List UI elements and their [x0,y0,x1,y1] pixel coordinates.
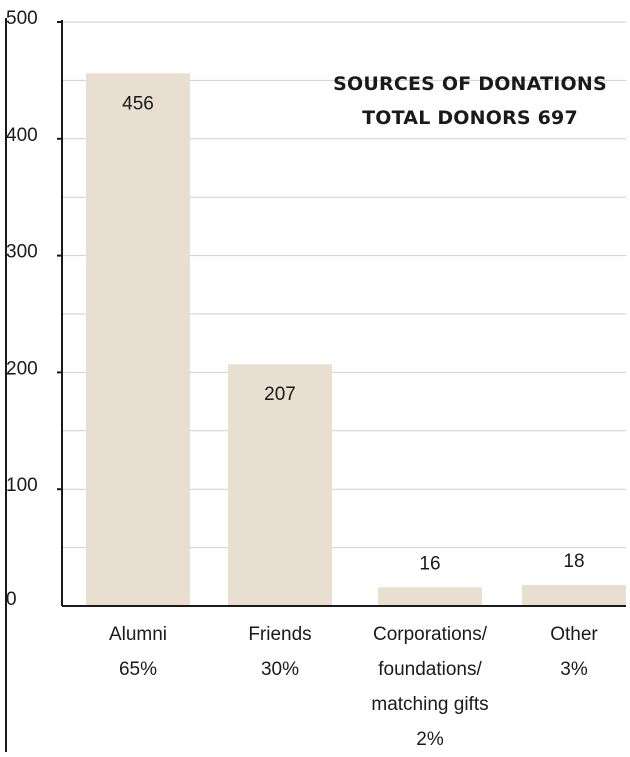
x-category-label: foundations/ [378,659,482,680]
x-category-label: matching gifts [371,694,488,715]
left-border-rule [5,18,7,752]
bar [522,584,626,606]
data-label: 16 [419,553,440,574]
x-category-label: 30% [261,659,299,680]
y-tick-label: 300 [6,242,38,263]
axes: 0 100 200 300 400 500 Alumni 65% Friends 30% Corpo… [6,8,626,750]
y-tick-label: 400 [6,125,38,146]
chart-subtitle: TOTAL DONORS 697 [362,107,578,129]
data-label: 207 [264,384,296,405]
data-label: 18 [563,551,584,572]
y-tick-label: 500 [6,8,38,29]
data-label: 456 [122,93,154,114]
x-category-label: Corporations/ [373,624,488,645]
bar [228,364,332,606]
bar [86,73,190,607]
chart-title-group: SOURCES OF DONATIONS TOTAL DONORS 697 [333,73,607,129]
y-tick-label: 100 [6,475,38,496]
chart-title: SOURCES OF DONATIONS [333,73,607,95]
bar [378,587,482,606]
x-category-label: 3% [560,659,588,680]
x-category-label: 2% [416,729,444,750]
x-category-label: Other [550,624,598,645]
y-tick-label: 0 [6,589,17,610]
data-labels: 456 207 16 18 [122,93,584,574]
x-category-label: Friends [248,624,311,645]
x-category-label: Alumni [109,624,167,645]
bars [86,73,626,607]
y-tick-label: 200 [6,358,38,379]
x-category-label: 65% [119,659,157,680]
